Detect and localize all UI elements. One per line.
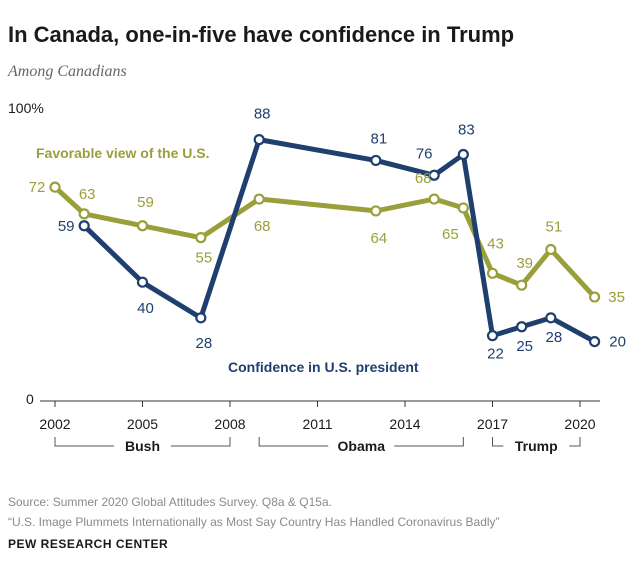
series-points: [49, 134, 601, 348]
data-point-s0-9: [516, 279, 528, 291]
series-lines: [52, 137, 598, 345]
data-label-s1-3: 88: [254, 106, 271, 123]
x-tick-label-2011: 2011: [302, 416, 332, 432]
data-label-s0-2: 59: [137, 194, 154, 211]
data-point-s1-2: [195, 312, 207, 324]
data-label-s0-6: 68: [415, 170, 432, 187]
chart-title: In Canada, one-in-five have confidence i…: [8, 22, 515, 47]
data-label-s1-1: 40: [137, 300, 154, 317]
x-axis-ticks: 2002 2005 2008 2011 2014 2017 2020: [39, 401, 596, 432]
data-label-s0-7: 65: [442, 226, 459, 243]
data-point-s1-7: [486, 330, 499, 342]
data-label-s1-9: 28: [545, 329, 562, 346]
data-label-s0-5: 64: [370, 230, 387, 247]
data-point-s0-0: [49, 181, 61, 193]
data-label-s0-0: 72: [29, 179, 46, 196]
data-label-s1-7: 22: [487, 346, 504, 363]
organization-logo: PEW RESEARCH CENTER: [8, 537, 169, 551]
data-point-s0-7: [457, 202, 469, 214]
period-label-obama: Obama: [338, 438, 386, 454]
data-label-s0-3: 55: [195, 250, 212, 267]
data-point-s1-1: [136, 276, 149, 288]
y-axis-top-label: 100%: [8, 100, 44, 116]
data-point-s1-4: [370, 154, 382, 167]
period-label-trump: Trump: [515, 438, 558, 454]
data-label-s0-11: 35: [608, 289, 625, 306]
data-labels: 72 63 595568646865433951355940288881768322…: [29, 106, 626, 363]
line-chart: 100% 0 2002 2005 2008 2011 2014 2017 2020 Bush…: [8, 100, 626, 454]
period-bracket-bush: [54, 437, 231, 447]
data-label-s1-10: 20: [609, 334, 626, 351]
data-point-s0-11: [588, 291, 601, 303]
data-point-s1-9: [545, 312, 557, 324]
x-tick-label-2005: 2005: [127, 416, 158, 432]
data-label-s1-2: 28: [195, 335, 212, 352]
data-point-s0-8: [486, 267, 499, 279]
data-point-s1-0: [78, 220, 90, 232]
data-point-s0-5: [370, 205, 382, 217]
data-point-s1-8: [516, 321, 528, 333]
period-bracket-trump: [492, 437, 581, 447]
data-point-s0-10: [545, 243, 557, 256]
period-brackets: Bush Obama Trump: [54, 437, 581, 454]
data-label-s0-4: 68: [254, 218, 271, 235]
data-point-s1-10: [588, 336, 601, 348]
source-line-1: Source: Summer 2020 Global Attitudes Sur…: [8, 495, 332, 509]
data-label-s0-8: 43: [487, 235, 504, 252]
data-label-s1-4: 81: [370, 130, 387, 147]
data-label-s0-1: 63: [79, 186, 96, 203]
x-tick-label-2002: 2002: [39, 416, 70, 432]
data-point-s0-3: [195, 232, 207, 244]
data-label-s1-6: 83: [458, 121, 475, 138]
data-point-s0-4: [253, 193, 265, 205]
x-tick-label-2014: 2014: [389, 416, 420, 432]
series-line-1: [81, 137, 598, 345]
data-label-s0-9: 39: [516, 255, 533, 272]
data-point-s0-2: [136, 220, 149, 232]
x-tick-label-2020: 2020: [564, 416, 595, 432]
data-point-s1-6: [457, 148, 469, 161]
series-line-0: [52, 184, 598, 300]
data-label-s1-0: 59: [58, 218, 75, 235]
series-label-confidence: Confidence in U.S. president: [228, 359, 419, 375]
period-label-bush: Bush: [125, 438, 160, 454]
source-line-2: “U.S. Image Plummets Internationally as …: [8, 515, 500, 529]
series-label-favorable: Favorable view of the U.S.: [36, 145, 210, 161]
data-point-s0-6: [428, 193, 440, 205]
data-point-s1-3: [253, 134, 265, 146]
data-label-s1-8: 25: [516, 338, 533, 355]
period-bracket-obama: [258, 437, 464, 447]
y-axis-bottom-label: 0: [26, 391, 34, 407]
data-label-s1-5: 76: [416, 145, 433, 162]
source-note: Source: Summer 2020 Global Attitudes Sur…: [8, 492, 500, 532]
chart-subtitle: Among Canadians: [8, 63, 127, 80]
x-tick-label-2017: 2017: [477, 416, 508, 432]
data-point-s0-1: [78, 208, 90, 220]
data-point-s1-5: [428, 169, 440, 181]
data-label-s0-10: 51: [545, 219, 562, 236]
x-tick-label-2008: 2008: [214, 416, 245, 432]
